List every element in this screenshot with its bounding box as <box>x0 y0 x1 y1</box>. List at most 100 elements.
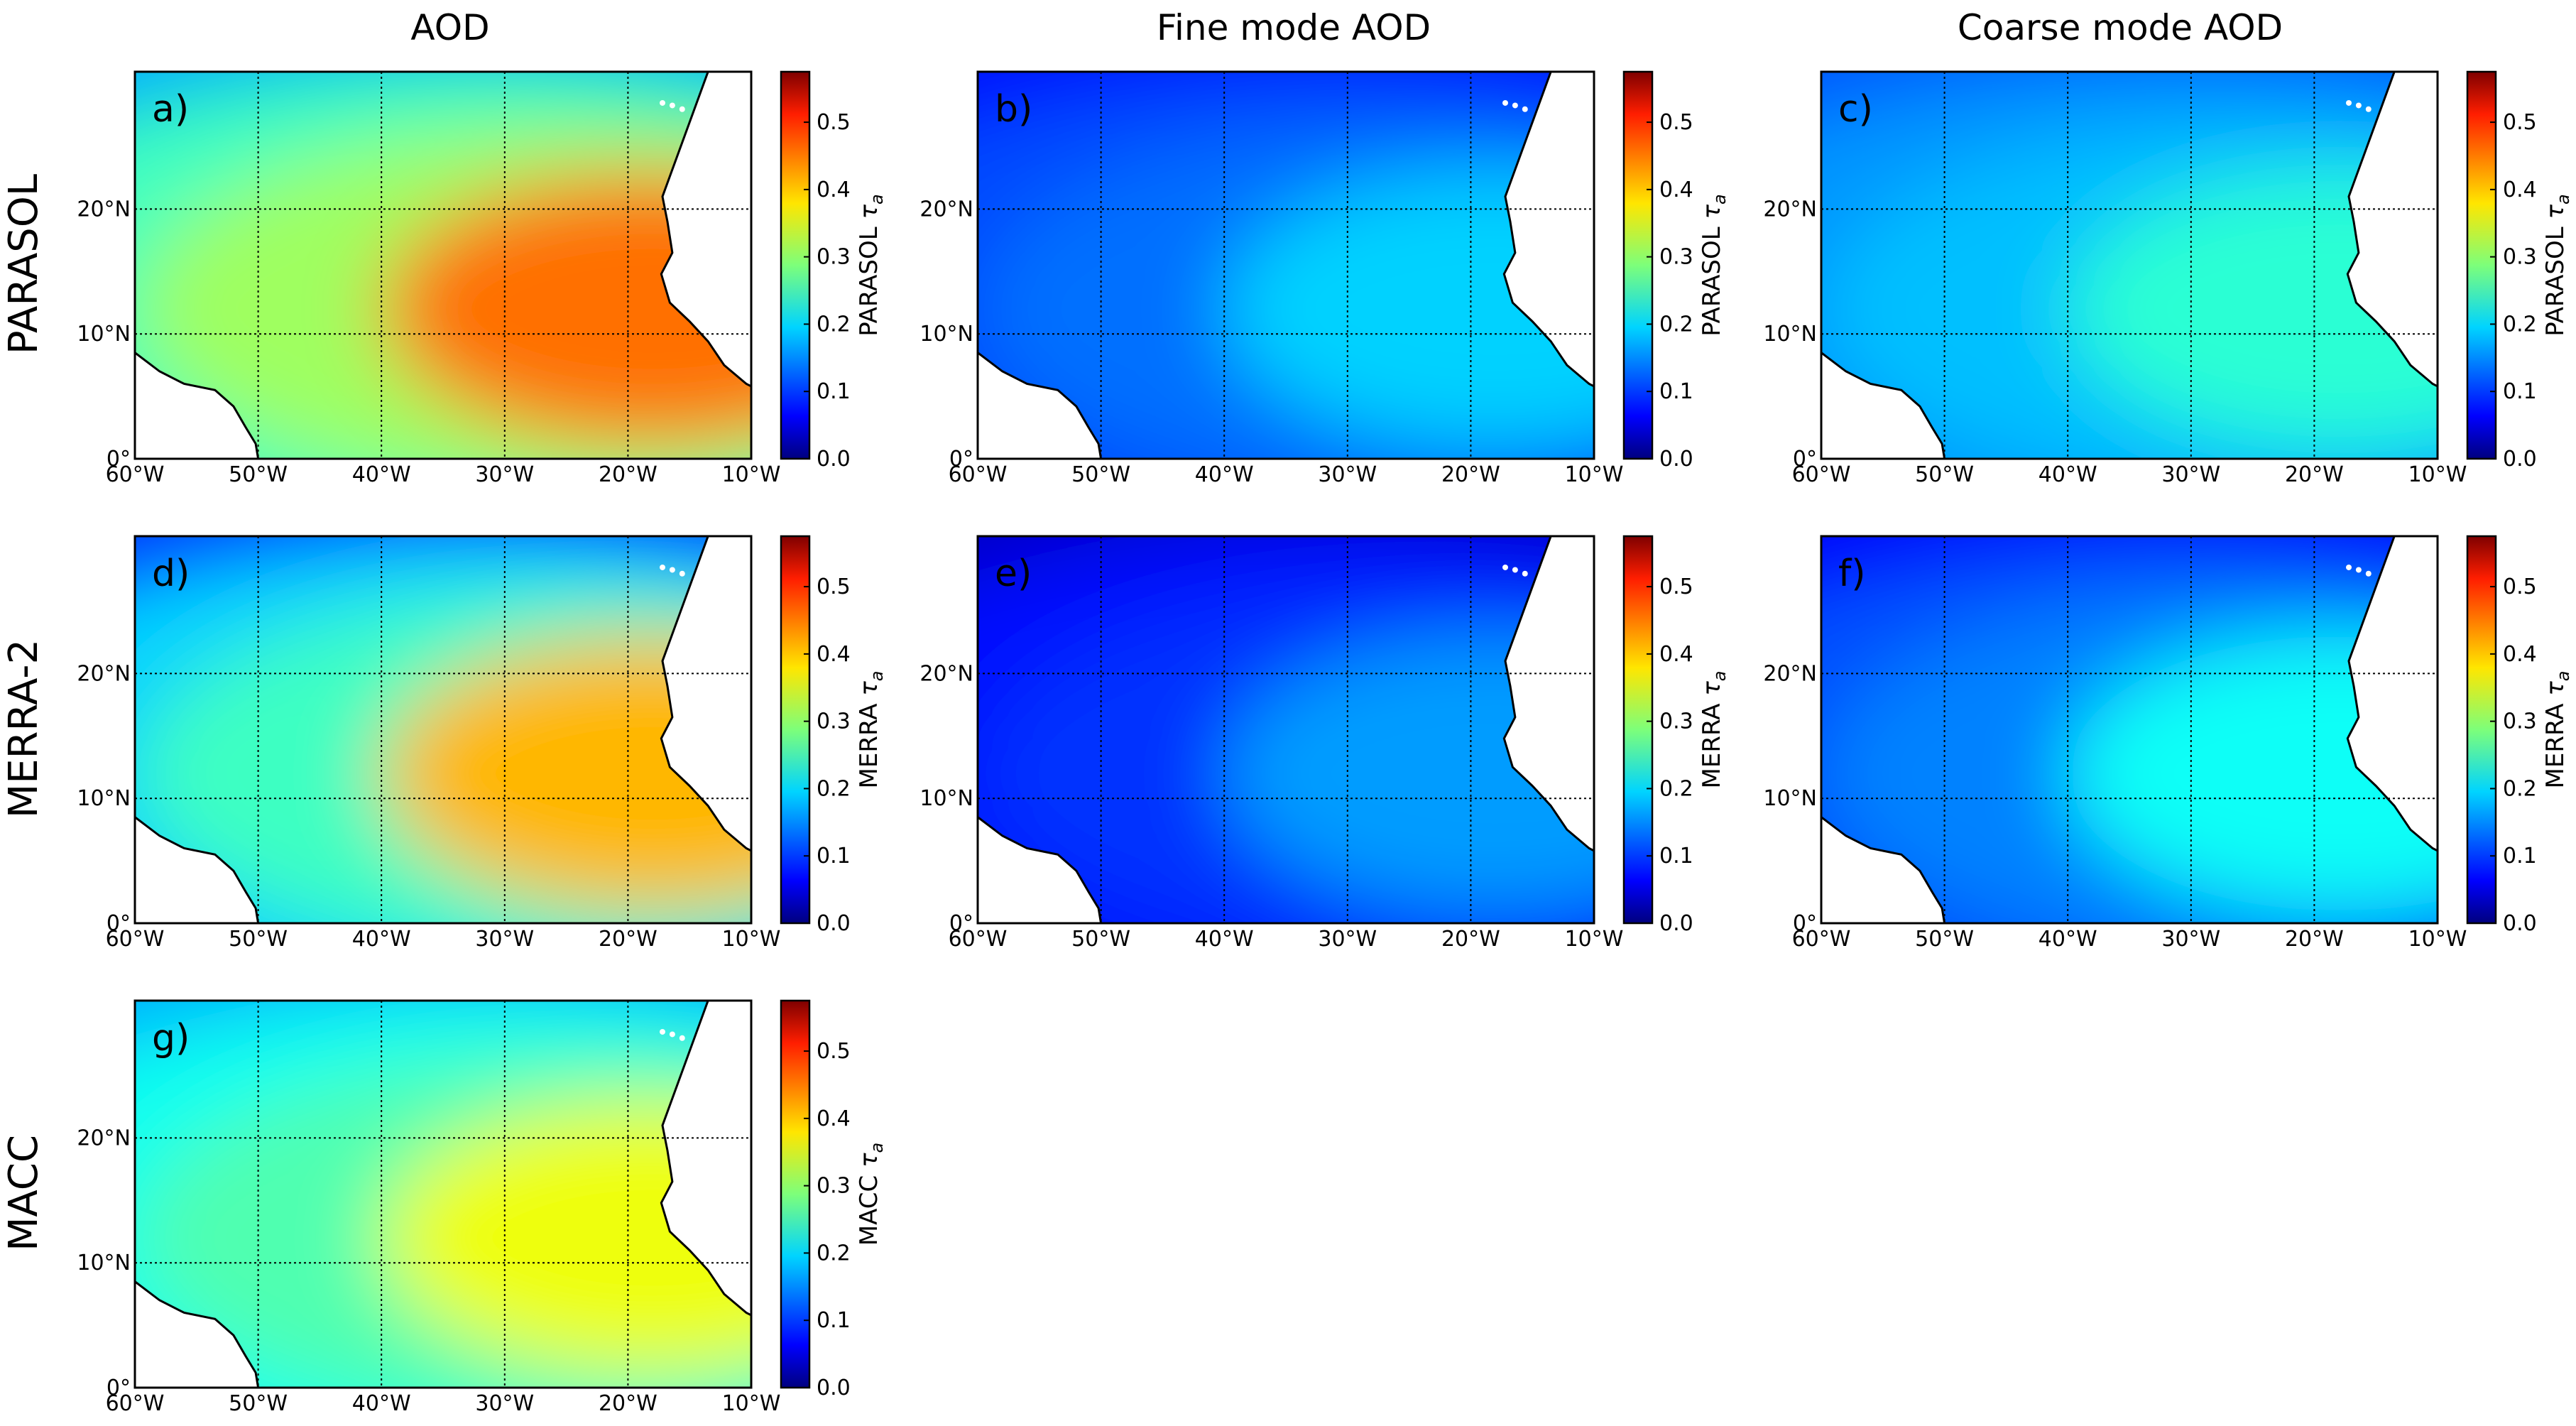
south-america-coastline <box>135 1280 260 1388</box>
colorbar-tick-label: 0.2 <box>817 312 851 337</box>
lon-tick-label: 10°W <box>1565 927 1624 952</box>
africa-coastline <box>1502 72 1594 388</box>
canary-island <box>660 99 666 106</box>
colorbar-tick-label: 0.1 <box>817 379 851 404</box>
row-title-parasol: PARASOL <box>1 174 47 354</box>
colorbar-tick-label: 0.0 <box>817 911 851 936</box>
lat-tick-label: 20°N <box>77 1126 131 1150</box>
lat-tick-label: 20°N <box>77 197 131 222</box>
map-panel-f: 60°W 50°W 40°W 30°W 20°W 10°W0°10°N20°Nf)0.00… <box>1763 535 2573 952</box>
colorbar-tick-label: 0.4 <box>817 1106 851 1131</box>
canary-island <box>2365 106 2372 112</box>
south-america-coastline <box>978 351 1103 459</box>
colorbar-tick-label: 0.0 <box>2503 447 2537 472</box>
lat-tick-label: 0° <box>107 911 131 936</box>
africa-coastline <box>2346 72 2438 388</box>
colorbar-tick-label: 0.3 <box>1659 245 1693 270</box>
aod-field <box>1821 536 2438 923</box>
lon-tick-label: 50°W <box>229 927 288 952</box>
colorbar-tick-label: 0.5 <box>1659 110 1693 135</box>
map-frame <box>1820 535 2439 925</box>
canary-island <box>660 564 666 570</box>
lat-tick-label: 10°N <box>919 786 973 811</box>
lon-tick-label: 40°W <box>1195 927 1254 952</box>
africa-coastline <box>1502 536 1594 852</box>
colorbar: 0.0 0.1 0.2 0.3 0.4 0.5 MACC τa <box>780 999 887 1400</box>
colorbar-tick-label: 0.3 <box>817 1174 851 1199</box>
colorbar-tick-label: 0.2 <box>817 1241 851 1266</box>
colorbar-tick-label: 0.2 <box>1659 312 1693 337</box>
colorbar-tick-label: 0.5 <box>817 1039 851 1064</box>
lat-tick-label: 10°N <box>77 786 131 811</box>
panel-label: d) <box>152 553 190 595</box>
lat-tick-label: 20°N <box>919 661 973 686</box>
lon-tick-label: 20°W <box>1441 927 1500 952</box>
south-america-coastline <box>1821 351 1946 459</box>
lon-tick-label: 30°W <box>475 1391 534 1416</box>
lon-tick-label: 10°W <box>2408 927 2467 952</box>
panel-label: a) <box>152 88 189 131</box>
lon-tick-label: 10°W <box>722 927 781 952</box>
map-panel-g: 60°W 50°W 40°W 30°W 20°W 10°W0°10°N20°Ng)0.00… <box>77 999 887 1416</box>
colorbar-tick-label: 0.3 <box>2503 709 2537 734</box>
colorbar-label: PARASOL τa <box>2541 194 2573 336</box>
lat-tick-label: 0° <box>107 1376 131 1400</box>
canary-island <box>679 1035 685 1041</box>
canary-island <box>669 1031 675 1038</box>
colorbar-tick-label: 0.5 <box>817 575 851 599</box>
lon-tick-label: 60°W <box>106 462 165 487</box>
colorbar-label: PARASOL τa <box>1698 194 1730 336</box>
lon-tick-label: 10°W <box>1565 462 1624 487</box>
canary-island <box>660 1028 666 1035</box>
panel-label: g) <box>152 1017 190 1060</box>
colorbar-tick-label: 0.3 <box>1659 709 1693 734</box>
colorbar-tick-label: 0.4 <box>817 178 851 202</box>
aod-field <box>978 72 1594 459</box>
lon-tick-label: 60°W <box>1792 462 1851 487</box>
lat-tick-label: 20°N <box>919 197 973 222</box>
canary-island <box>1502 564 1509 570</box>
colorbar-tick-label: 0.4 <box>817 642 851 667</box>
map-frame <box>133 535 753 925</box>
colorbar-tick-label: 0.5 <box>817 110 851 135</box>
colorbar-tick-label: 0.1 <box>2503 379 2537 404</box>
colorbar-tick-label: 0.2 <box>1659 776 1693 801</box>
canary-island <box>1502 99 1509 106</box>
lon-tick-label: 40°W <box>2039 462 2097 487</box>
lon-tick-label: 10°W <box>2408 462 2467 487</box>
panel-label: f) <box>1838 553 1866 595</box>
colorbar-tick-label: 0.1 <box>817 844 851 869</box>
lon-tick-label: 60°W <box>106 1391 165 1416</box>
canary-island <box>679 106 685 112</box>
aod-field <box>1821 72 2438 459</box>
colorbar-tick-label: 0.1 <box>817 1308 851 1333</box>
canary-island <box>679 570 685 577</box>
column-title-aod: AOD <box>410 7 489 48</box>
colorbar: 0.0 0.1 0.2 0.3 0.4 0.5 PARASOL τa <box>2466 70 2573 472</box>
colorbar-tick-label: 0.4 <box>2503 642 2537 667</box>
lat-tick-label: 20°N <box>77 661 131 686</box>
lat-tick-label: 20°N <box>1763 661 1817 686</box>
colorbar-tick-label: 0.5 <box>2503 110 2537 135</box>
canary-island <box>1512 102 1518 109</box>
africa-coastline <box>660 536 751 852</box>
lat-tick-label: 10°N <box>77 322 131 347</box>
lon-tick-label: 40°W <box>2039 927 2097 952</box>
africa-coastline <box>660 72 751 388</box>
colorbar-tick-label: 0.3 <box>817 709 851 734</box>
map-panel-e: 60°W 50°W 40°W 30°W 20°W 10°W0°10°N20°Ne)0.00… <box>919 535 1730 952</box>
lon-tick-label: 50°W <box>1071 927 1130 952</box>
colorbar-label: PARASOL τa <box>855 194 887 336</box>
lon-tick-label: 40°W <box>1195 462 1254 487</box>
aod-field <box>135 536 751 923</box>
colorbar-tick-label: 0.2 <box>2503 312 2537 337</box>
map-frame <box>976 535 1595 925</box>
canary-island <box>1522 570 1528 577</box>
colorbar-tick-label: 0.1 <box>1659 844 1693 869</box>
lon-tick-label: 50°W <box>1071 462 1130 487</box>
colorbar: 0.0 0.1 0.2 0.3 0.4 0.5 PARASOL τa <box>780 70 887 472</box>
lon-tick-label: 30°W <box>475 927 534 952</box>
map-frame <box>1820 70 2439 460</box>
lon-tick-label: 20°W <box>2285 927 2344 952</box>
panel-label: e) <box>995 553 1032 595</box>
